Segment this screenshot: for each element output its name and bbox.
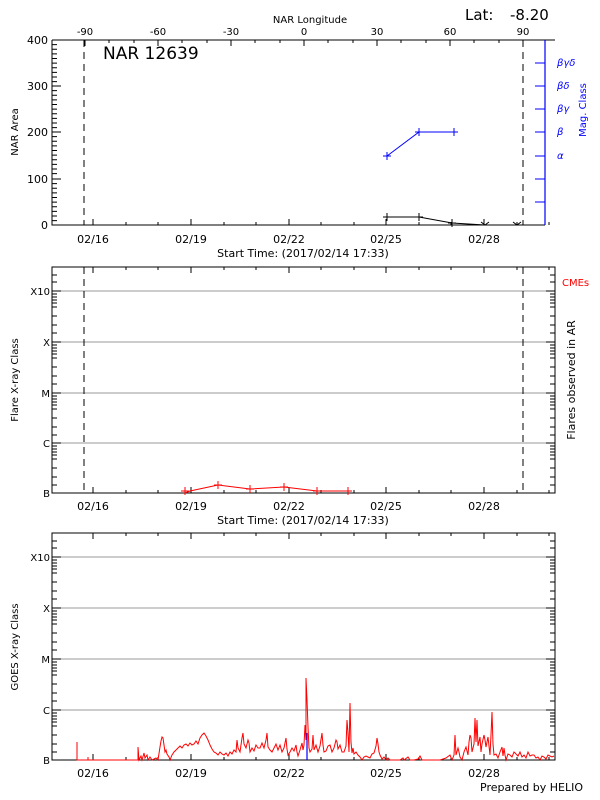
svg-text:02/16: 02/16	[77, 500, 109, 513]
top-axis-title: NAR Longitude	[273, 15, 347, 26]
svg-text:100: 100	[27, 173, 48, 186]
svg-text:βγδ: βγδ	[556, 58, 575, 69]
panel3-y-labels: X10 X M C B	[30, 553, 50, 767]
cme-legend-label: CMEs	[562, 278, 589, 289]
panel1-date-labels: 02/16 02/19 02/22 02/25 02/28	[77, 233, 500, 246]
panel2-start-time: Start Time: (2017/02/14 17:33)	[217, 514, 389, 527]
lat-label: Lat:	[465, 6, 493, 24]
svg-text:02/25: 02/25	[370, 767, 402, 780]
svg-text:β: β	[556, 127, 564, 138]
svg-text:02/25: 02/25	[370, 500, 402, 513]
panel-goes-xray: X10 X M C B GOES X-ray Class 02/16 02/19…	[10, 532, 583, 794]
area-series	[383, 213, 522, 227]
svg-text:02/22: 02/22	[273, 233, 305, 246]
mag-class-axis-title: Mag. Class	[578, 83, 589, 137]
svg-text:0: 0	[41, 219, 48, 232]
svg-text:B: B	[43, 756, 50, 767]
svg-text:02/22: 02/22	[273, 500, 305, 513]
panel2-y-labels: X10 X M C B	[30, 287, 50, 500]
svg-text:C: C	[43, 706, 50, 717]
svg-text:30: 30	[371, 27, 384, 38]
svg-text:X: X	[43, 338, 50, 349]
panel-flare-class: X10 X M C B Flare X-ray Class CMEs Flare…	[10, 266, 589, 527]
flare-series	[181, 481, 352, 495]
svg-text:02/28: 02/28	[468, 767, 500, 780]
svg-text:C: C	[43, 439, 50, 450]
svg-text:02/16: 02/16	[77, 233, 109, 246]
panel3-gridlines	[52, 556, 555, 711]
svg-text:300: 300	[27, 80, 48, 93]
svg-text:-30: -30	[223, 27, 239, 38]
panel-nar-area: NAR Longitude Lat: -8.20 -90 -60 -30 0 3…	[10, 6, 589, 260]
svg-text:02/19: 02/19	[175, 233, 207, 246]
flares-observed-axis-title: Flares observed in AR	[565, 320, 578, 440]
svg-text:βδ: βδ	[556, 81, 570, 92]
svg-text:α: α	[557, 151, 564, 162]
longitude-tick-labels: -90 -60 -30 0 30 60 90	[77, 27, 530, 38]
mag-class-ticks	[535, 62, 545, 203]
svg-text:0: 0	[301, 27, 307, 38]
svg-text:02/19: 02/19	[175, 767, 207, 780]
panel1-date-ticks	[92, 219, 550, 225]
panel2-y-ticks	[52, 267, 555, 493]
svg-text:90: 90	[517, 27, 530, 38]
svg-text:02/19: 02/19	[175, 500, 207, 513]
svg-text:X: X	[43, 604, 50, 615]
svg-text:M: M	[41, 389, 50, 400]
goes-class-axis-title: GOES X-ray Class	[10, 603, 21, 690]
panel2-date-labels: 02/16 02/19 02/22 02/25 02/28	[77, 500, 500, 513]
svg-text:-90: -90	[77, 27, 93, 38]
svg-text:βγ: βγ	[556, 104, 570, 115]
svg-text:02/28: 02/28	[468, 500, 500, 513]
svg-text:60: 60	[444, 27, 457, 38]
svg-text:02/25: 02/25	[370, 233, 402, 246]
area-y-ticks	[52, 39, 61, 226]
mag-class-series	[383, 128, 458, 160]
svg-text:400: 400	[27, 34, 48, 47]
svg-text:X10: X10	[30, 287, 50, 298]
area-y-axis-title: NAR Area	[10, 108, 21, 155]
prepared-by-footer: Prepared by HELIO	[480, 781, 583, 794]
svg-text:-60: -60	[150, 27, 166, 38]
panel2-gridlines	[52, 290, 555, 444]
svg-text:02/28: 02/28	[468, 233, 500, 246]
panel3-y-ticks	[52, 533, 555, 760]
panel3-date-labels: 02/16 02/19 02/22 02/25 02/28	[77, 767, 500, 780]
svg-text:X10: X10	[30, 553, 50, 564]
area-y-labels: 400 300 200 100 0	[27, 34, 48, 232]
svg-text:M: M	[41, 655, 50, 666]
goes-flux-series	[76, 677, 555, 762]
svg-text:B: B	[43, 489, 50, 500]
region-title: NAR 12639	[103, 44, 199, 64]
svg-text:200: 200	[27, 126, 48, 139]
flare-class-axis-title: Flare X-ray Class	[10, 338, 21, 422]
lat-value: -8.20	[510, 6, 549, 24]
panel1-start-time: Start Time: (2017/02/14 17:33)	[217, 247, 389, 260]
svg-text:02/22: 02/22	[273, 767, 305, 780]
mag-class-labels: βγδ βδ βγ β α	[556, 58, 575, 162]
svg-text:02/16: 02/16	[77, 767, 109, 780]
